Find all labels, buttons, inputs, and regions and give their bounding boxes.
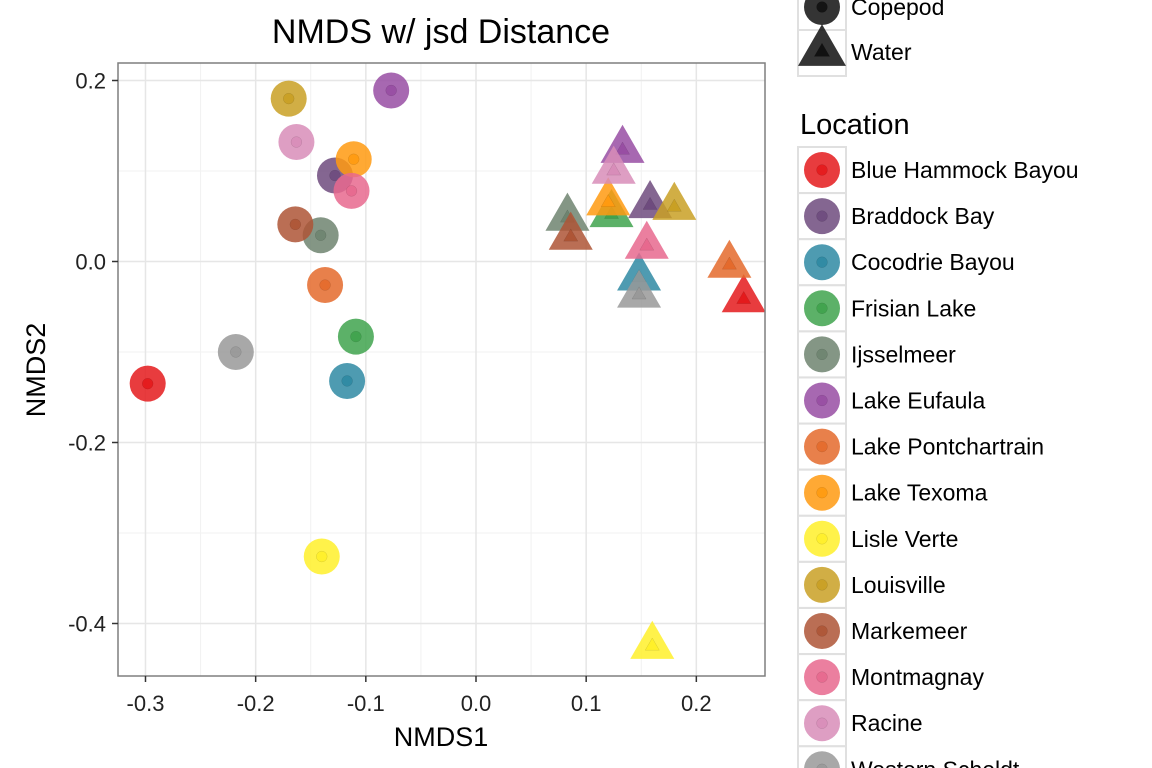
y-tick-label: -0.2 xyxy=(68,431,106,456)
data-points xyxy=(129,72,766,659)
color-legend-label: Lisle Verte xyxy=(851,526,958,552)
y-tick-label: -0.4 xyxy=(68,612,106,637)
x-tick-label: 0.0 xyxy=(461,691,492,716)
color-legend-label: Lake Texoma xyxy=(851,480,988,506)
color-legend-label: Lake Pontchartrain xyxy=(851,434,1044,460)
color-legend-label: Blue Hammock Bayou xyxy=(851,157,1079,183)
legend-swatch-lisle-verte xyxy=(804,520,840,557)
x-tick-label: -0.3 xyxy=(127,691,165,716)
water-point-western-scheldt xyxy=(617,269,662,308)
water-point-lake-pontchartrain xyxy=(707,239,752,278)
x-tick-label: -0.1 xyxy=(347,691,385,716)
legend-swatch-blue-hammock-bayou xyxy=(804,152,840,188)
legend-swatch-western-scheldt xyxy=(804,751,840,768)
color-legend-label: Frisian Lake xyxy=(851,295,976,321)
color-legend-label: Montmagnay xyxy=(851,664,984,690)
legend-swatch-lake-pontchartrain xyxy=(804,428,840,465)
color-legend-label: Western Scheldt xyxy=(851,756,1020,768)
color-legend-label: Racine xyxy=(851,710,923,736)
y-tick-label: 0.2 xyxy=(75,69,106,94)
legend-swatch-ijsselmeer xyxy=(804,336,840,373)
color-legend-label: Cocodrie Bayou xyxy=(851,249,1015,275)
shape-legend-label: Water xyxy=(851,39,912,65)
copepod-point-western-scheldt xyxy=(217,334,254,370)
copepod-point-frisian-lake xyxy=(337,318,374,355)
color-legend-label: Markemeer xyxy=(851,618,968,644)
shape-legend: Copepod Water xyxy=(797,0,944,77)
chart-title: NMDS w/ jsd Distance xyxy=(272,13,610,51)
plot-background xyxy=(118,63,765,676)
x-tick-label: -0.2 xyxy=(237,691,275,716)
copepod-point-lisle-verte xyxy=(303,538,340,575)
copepod-point-lake-pontchartrain xyxy=(307,267,344,304)
y-axis-title: NMDS2 xyxy=(21,323,51,418)
copepod-point-lake-texoma xyxy=(335,141,372,178)
copepod-point-racine xyxy=(278,124,315,161)
color-legend-label: Louisville xyxy=(851,572,946,598)
color-legend-label: Braddock Bay xyxy=(851,203,995,229)
x-axis-title: NMDS1 xyxy=(394,722,489,752)
x-tick-label: 0.2 xyxy=(681,691,712,716)
copepod-point-markemeer xyxy=(277,206,314,243)
water-point-racine xyxy=(591,145,636,184)
legend-swatch-lake-eufaula xyxy=(804,382,840,419)
legend-swatch-montmagnay xyxy=(804,659,840,696)
water-point-lake-texoma xyxy=(586,177,631,216)
water-point-lisle-verte xyxy=(630,620,675,659)
shape-legend-label: Copepod xyxy=(851,0,944,20)
legend-swatch-lake-texoma xyxy=(804,474,840,511)
legend-swatch-frisian-lake xyxy=(804,290,840,327)
copepod-legend-icon xyxy=(804,0,840,25)
copepod-point-lake-eufaula xyxy=(373,72,410,109)
legend-swatch-racine xyxy=(804,705,840,742)
water-point-markemeer xyxy=(548,211,593,250)
color-legend-label: Ijsselmeer xyxy=(851,341,956,367)
legend-swatch-braddock-bay xyxy=(804,198,840,235)
plot-panel xyxy=(117,62,766,677)
legend-swatch-louisville xyxy=(804,566,840,603)
copepod-point-blue-hammock-bayou xyxy=(129,365,166,402)
y-tick-label: 0.0 xyxy=(75,250,106,275)
plot-border xyxy=(117,62,766,677)
axes: -0.3 -0.2 -0.1 0.0 0.1 0.2 -0.4 -0.2 0.0 0.2 xyxy=(68,69,712,717)
copepod-point-louisville xyxy=(270,80,307,117)
copepod-point-montmagnay xyxy=(333,172,370,209)
water-point-montmagnay xyxy=(624,220,669,259)
color-legend: Blue Hammock Bayou Braddock Bay Cocodrie B… xyxy=(797,146,1079,768)
copepod-point-cocodrie-bayou xyxy=(329,362,366,399)
water-point-blue-hammock-bayou xyxy=(721,274,766,313)
legend-swatch-markemeer xyxy=(804,613,840,649)
color-legend-title: Location xyxy=(800,109,910,141)
water-point-louisville xyxy=(652,181,697,220)
x-tick-label: 0.1 xyxy=(571,691,602,716)
water-legend-icon xyxy=(798,24,846,66)
color-legend-label: Lake Eufaula xyxy=(851,388,985,414)
legend-swatch-cocodrie-bayou xyxy=(804,244,840,281)
